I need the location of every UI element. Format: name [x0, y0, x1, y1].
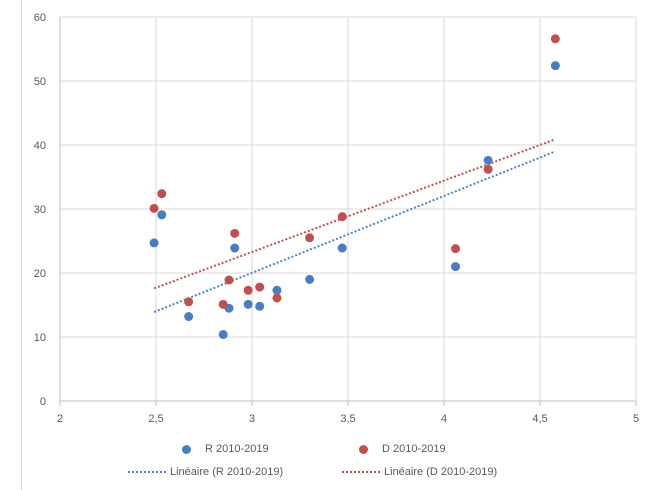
y-tick-label: 0: [40, 396, 46, 408]
point-d: [243, 285, 253, 295]
x-tick-label: 2,5: [148, 413, 163, 425]
legend-item-d-trend: Linéaire (D 2010-2019): [342, 466, 497, 478]
point-d: [305, 233, 315, 243]
data-points: [149, 34, 560, 339]
point-r: [550, 61, 560, 71]
x-tick-label: 2: [57, 413, 63, 425]
point-d: [184, 297, 194, 307]
point-d: [149, 203, 159, 213]
point-d: [550, 34, 560, 44]
y-tick-label: 20: [34, 268, 46, 280]
point-d: [230, 228, 240, 238]
point-r: [218, 329, 228, 339]
x-tick-label: 3: [249, 413, 255, 425]
axes: 0 10 20 30 40 50 60 2 2,5 3 3,5 4 4,5 5: [34, 12, 639, 425]
point-r: [305, 274, 315, 284]
point-d: [255, 282, 265, 292]
grid: [60, 16, 637, 401]
x-tick-label: 5: [633, 413, 639, 425]
point-r: [272, 285, 282, 295]
point-r: [149, 238, 159, 248]
legend-d-trend-marker: [342, 471, 380, 473]
point-r: [157, 210, 167, 220]
point-r: [451, 262, 461, 272]
point-d: [218, 299, 228, 309]
legend-r-trend-label: Linéaire (R 2010-2019): [170, 466, 284, 478]
legend-d-label: D 2010-2019: [382, 443, 446, 455]
y-tick-label: 30: [34, 204, 46, 216]
legend-d-trend-label: Linéaire (D 2010-2019): [384, 466, 498, 478]
trendlines: [153, 138, 556, 313]
x-tick-label: 3,5: [340, 413, 355, 425]
point-d: [451, 244, 461, 254]
point-r: [230, 243, 240, 253]
y-tick-label: 60: [34, 12, 46, 24]
legend-item-r: R 2010-2019: [182, 443, 269, 455]
legend-r-label: R 2010-2019: [205, 443, 269, 455]
trendline-r: [153, 150, 556, 313]
chart-left-border: [21, 0, 22, 490]
y-tick-label: 50: [34, 76, 46, 88]
x-tick-label: 4: [441, 413, 447, 425]
point-d: [272, 293, 282, 303]
x-tick-label: 4,5: [532, 413, 547, 425]
y-tick-label: 10: [34, 332, 46, 344]
point-d: [224, 275, 234, 285]
legend-r-trend-marker: [128, 471, 166, 473]
trendline-d: [153, 138, 556, 290]
point-d: [157, 189, 167, 199]
point-r: [337, 243, 347, 253]
legend-r-marker: [182, 444, 191, 454]
point-d: [483, 164, 493, 174]
legend-item-r-trend: Linéaire (R 2010-2019): [128, 466, 283, 478]
point-r: [184, 312, 194, 322]
legend-d-marker: [359, 444, 368, 454]
point-d: [337, 212, 347, 222]
point-r: [243, 299, 253, 309]
point-r: [483, 155, 493, 165]
point-r: [255, 301, 265, 311]
y-tick-label: 40: [34, 140, 46, 152]
legend-item-d: D 2010-2019: [359, 443, 446, 455]
